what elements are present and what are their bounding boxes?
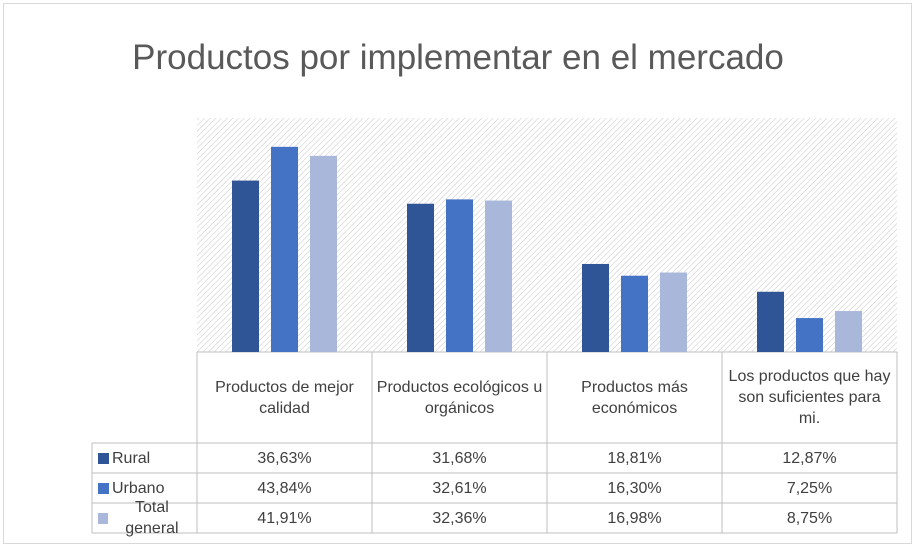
- data-label: 36,63%: [257, 449, 312, 467]
- legend-swatch: [98, 512, 108, 524]
- bar: [446, 199, 473, 352]
- bar: [407, 203, 434, 352]
- x-tick-label: Productos ecológicos u orgánicos: [376, 378, 543, 417]
- legend-label: Urbano: [112, 479, 165, 497]
- bar: [582, 263, 609, 352]
- bar: [310, 155, 337, 352]
- chart-title: Productos por implementar en el mercado: [132, 38, 784, 77]
- bar: [757, 291, 784, 352]
- data-label: 7,25%: [786, 479, 833, 497]
- data-label: 12,87%: [782, 449, 837, 467]
- legend-entry: Rural: [92, 443, 197, 473]
- data-label: 32,36%: [432, 509, 487, 527]
- chart-frame: [3, 3, 912, 544]
- bar: [796, 318, 823, 352]
- bar: [660, 272, 687, 352]
- legend-entry: Urbano: [92, 473, 197, 503]
- data-label: 18,81%: [607, 449, 662, 467]
- legend-swatch: [98, 452, 109, 464]
- data-label: 41,91%: [257, 509, 312, 527]
- plot-area: [197, 118, 897, 352]
- x-tick-label: Los productos que hay son suficientes pa…: [728, 368, 891, 427]
- data-label: 43,84%: [257, 479, 312, 497]
- x-tick-label: Productos más económicos: [581, 378, 688, 417]
- legend-label: Rural: [112, 449, 151, 467]
- legend-label: Total general: [125, 499, 179, 537]
- data-label: 16,30%: [607, 479, 662, 497]
- legend-swatch: [98, 482, 109, 494]
- bar: [485, 200, 512, 352]
- data-label: 31,68%: [432, 449, 487, 467]
- bar: [835, 311, 862, 352]
- data-label: 8,75%: [786, 509, 833, 527]
- bar: [621, 275, 648, 352]
- x-tick-label: Productos de mejor calidad: [215, 378, 354, 417]
- data-label: 32,61%: [432, 479, 487, 497]
- legend-entry: Total general: [92, 499, 197, 537]
- bar: [232, 180, 259, 352]
- bar: [271, 146, 298, 352]
- data-label: 16,98%: [607, 509, 662, 527]
